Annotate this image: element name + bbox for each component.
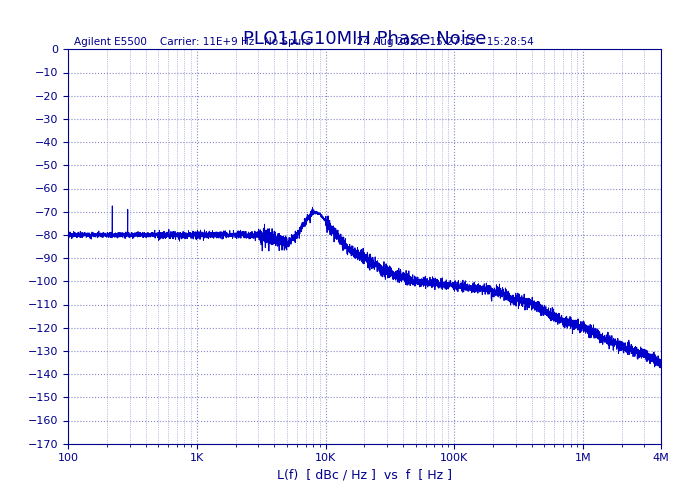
Text: Agilent E5500    Carrier: 11E+9 Hz   No Spurs              24 Aug 2020  15:27:12: Agilent E5500 Carrier: 11E+9 Hz No Spurs… [74,37,534,47]
Title: PLO11G10MIH Phase Noise: PLO11G10MIH Phase Noise [242,30,486,48]
X-axis label: L(f)  [ dBc / Hz ]  vs  f  [ Hz ]: L(f) [ dBc / Hz ] vs f [ Hz ] [277,469,452,482]
